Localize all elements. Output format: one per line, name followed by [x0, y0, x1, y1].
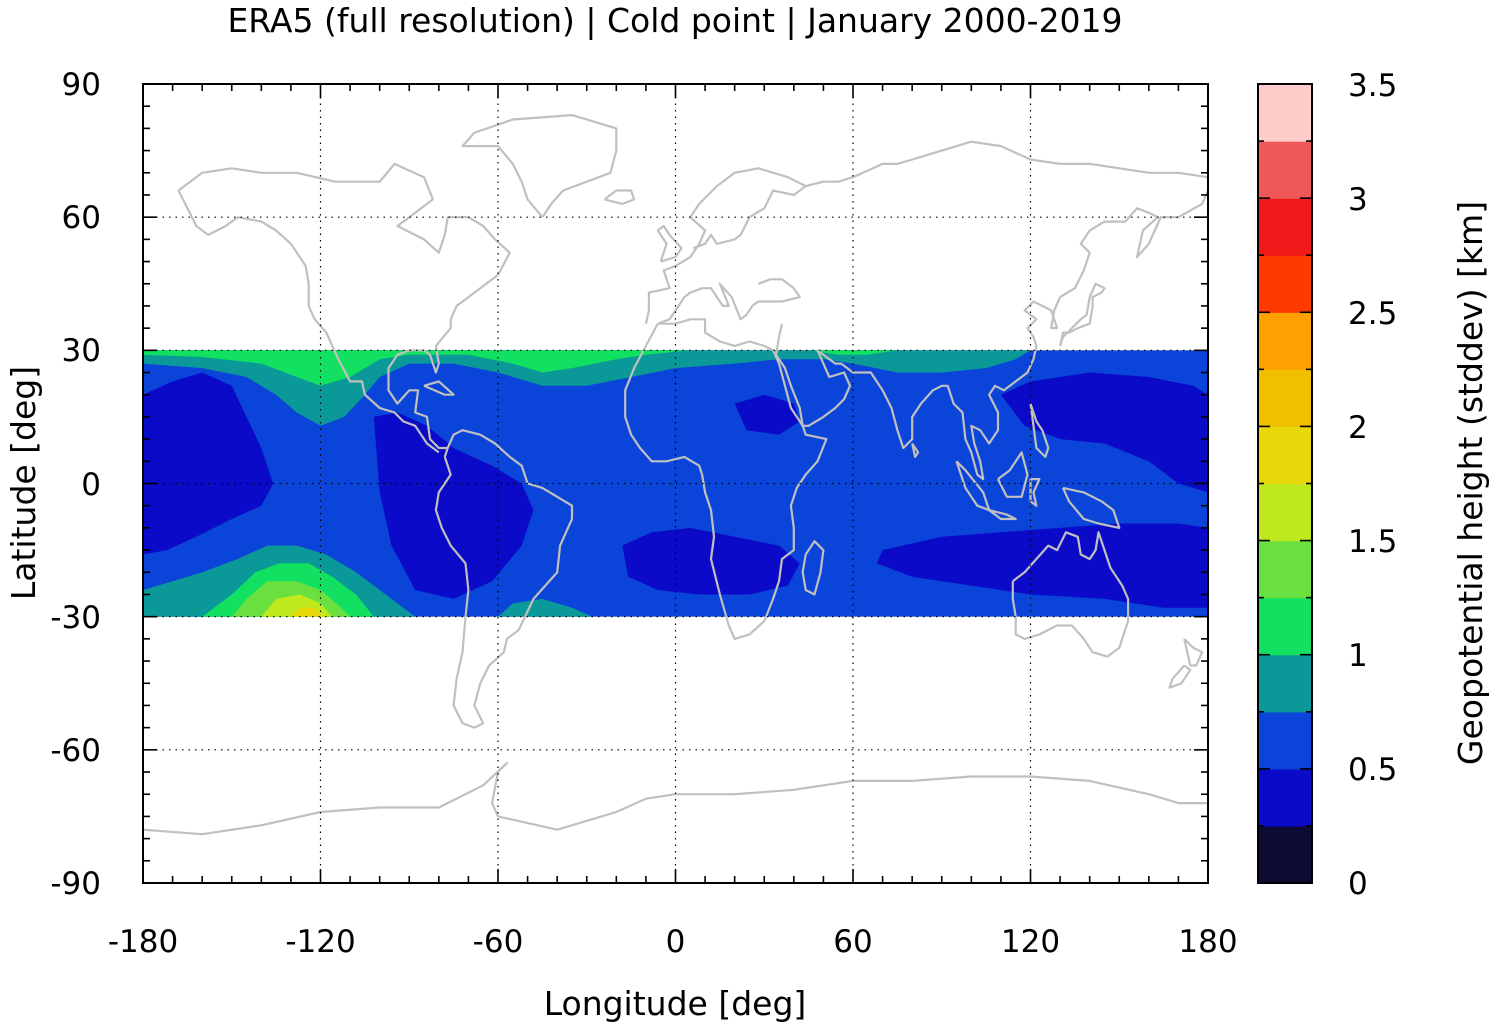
y-tick-label: -90: [50, 866, 101, 902]
colorbar-swatch: [1258, 426, 1312, 485]
y-axis-label: Latitude [deg]: [4, 366, 43, 600]
y-tick-label: 30: [62, 333, 101, 369]
y-tick-labels: 90 60 30 0 -30 -60 -90: [50, 67, 101, 902]
coastline: [434, 429, 574, 729]
coastline: [1011, 531, 1130, 658]
field-region: [143, 372, 274, 555]
field-region: [143, 350, 691, 386]
colorbar-tick-label: 2.5: [1348, 296, 1397, 332]
y-tick-label: -30: [50, 600, 101, 636]
colorbar-swatch: [1258, 255, 1312, 313]
chart-title: ERA5 (full resolution) | Cold point | Ja…: [227, 1, 1122, 40]
colorbar: [1258, 83, 1312, 884]
coastline: [177, 162, 511, 458]
coastline: [1059, 282, 1106, 347]
field-region: [290, 607, 324, 617]
x-tick-label: -60: [473, 924, 524, 960]
colorbar-swatch: [1258, 483, 1312, 542]
colorbar-tick-label: 0: [1348, 866, 1368, 902]
colorbar-tick-label: 0.5: [1348, 752, 1397, 788]
x-tick-label: -120: [285, 924, 355, 960]
y-tick-label: 0: [81, 467, 101, 503]
colorbar-label: Geopotential height (stddev) [km]: [1451, 201, 1490, 765]
coastline: [143, 761, 1208, 836]
colorbar-swatch: [1258, 654, 1312, 713]
colorbar-tick-label: 2: [1348, 410, 1368, 446]
coastline: [657, 278, 801, 325]
coastline: [1168, 664, 1192, 689]
coastline: [603, 189, 636, 205]
colorbar-swatch: [1258, 540, 1312, 599]
x-tick-labels: -180 -120 -60 0 60 120 180: [108, 924, 1238, 960]
colorbar-frame: [1257, 83, 1313, 884]
field-region: [1000, 372, 1208, 493]
coastline: [423, 380, 455, 396]
coastline: [805, 140, 1208, 188]
field-region: [373, 412, 534, 599]
colorbar-swatch: [1258, 711, 1312, 770]
coastline: [624, 318, 828, 641]
y-tick-label: 60: [62, 200, 101, 236]
coastline: [1029, 403, 1050, 458]
coastline: [997, 451, 1029, 498]
field-region: [734, 394, 800, 435]
coastline: [774, 190, 1208, 481]
tick-layer: [142, 83, 1209, 884]
x-tick-label: -180: [108, 924, 178, 960]
colorbar-tick-label: 3: [1348, 182, 1368, 218]
colorbar-swatch: [1258, 768, 1312, 827]
colorbar-swatch: [1258, 597, 1312, 656]
coastline: [656, 224, 683, 263]
coastline: [988, 509, 1017, 521]
y-tick-label: 90: [62, 67, 101, 103]
x-tick-label: 0: [666, 924, 686, 960]
coastline: [644, 167, 807, 324]
colorbar-tick-label: 1.5: [1348, 524, 1397, 560]
colorbar-tick-label: 3.5: [1348, 68, 1397, 104]
coastline: [1183, 638, 1204, 667]
field-region: [876, 523, 1208, 608]
coastline-layer: [143, 113, 1208, 836]
coastline: [1029, 478, 1041, 507]
x-tick-label: 180: [1178, 924, 1237, 960]
coastline: [911, 442, 920, 458]
colorbar-swatch: [1258, 84, 1312, 142]
colorbar-swatch: [1258, 141, 1312, 199]
field-region: [143, 350, 1031, 426]
colorbar-swatch: [1258, 369, 1312, 428]
colorbar-tick-label: 1: [1348, 638, 1368, 674]
x-tick-label: 120: [1001, 924, 1060, 960]
colorbar-tick-labels: 0 0.5 1 1.5 2 2.5 3 3.5: [1348, 68, 1397, 902]
coastline: [1061, 486, 1121, 530]
x-tick-label: 60: [833, 924, 872, 960]
coastline: [461, 113, 618, 218]
y-tick-label: -60: [50, 733, 101, 769]
field-region: [498, 598, 593, 617]
coastline: [801, 540, 825, 596]
x-axis-label: Longitude [deg]: [544, 984, 807, 1023]
colorbar-swatch: [1258, 312, 1312, 370]
colorbar-swatch: [1258, 198, 1312, 256]
field-region: [808, 350, 898, 355]
colorbar-swatch: [1258, 825, 1312, 884]
